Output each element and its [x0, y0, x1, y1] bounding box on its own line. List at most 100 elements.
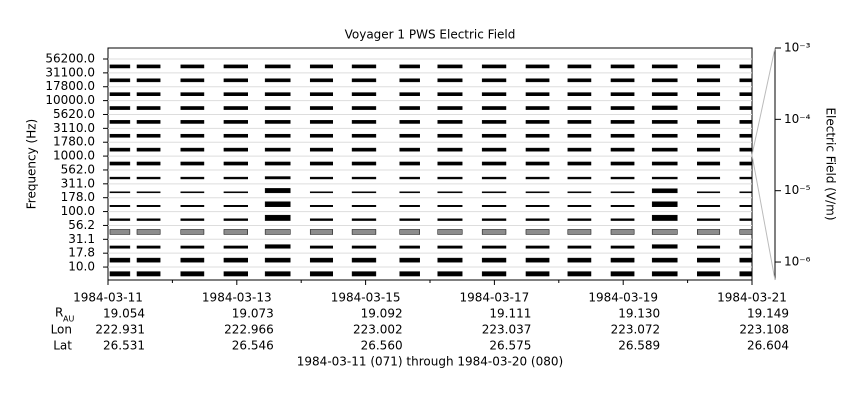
trace — [651, 64, 678, 69]
ephemeris-value: 26.604 — [747, 339, 789, 353]
trace — [610, 245, 635, 249]
ephemeris-label-sub: AU — [63, 315, 74, 324]
trace — [697, 205, 721, 207]
trace — [264, 92, 291, 96]
trace — [351, 64, 377, 69]
ephemeris-value: 223.002 — [353, 323, 403, 337]
trace — [399, 229, 420, 235]
trace — [525, 64, 550, 69]
trace — [223, 176, 248, 180]
trace — [264, 120, 291, 124]
trace — [264, 244, 291, 249]
trace — [399, 257, 420, 263]
trace — [109, 191, 131, 194]
trace — [697, 218, 721, 221]
trace — [481, 271, 507, 277]
trace — [136, 133, 161, 138]
ephemeris-value: 222.966 — [224, 323, 274, 337]
trace — [309, 257, 334, 263]
trace — [437, 92, 463, 96]
trace — [567, 191, 592, 194]
trace — [437, 205, 463, 207]
y2-tick-label: 10⁻³ — [784, 41, 811, 55]
trace — [610, 147, 635, 152]
trace — [109, 205, 131, 207]
trace — [136, 245, 161, 249]
trace — [610, 161, 635, 166]
trace — [180, 92, 205, 96]
ephemeris-value: 26.589 — [618, 339, 660, 353]
trace — [223, 64, 248, 69]
trace — [610, 229, 635, 235]
trace — [351, 106, 377, 110]
trace — [223, 92, 248, 96]
trace — [351, 92, 377, 96]
trace — [399, 271, 420, 277]
trace — [109, 78, 131, 83]
trace — [223, 271, 248, 277]
trace — [697, 245, 721, 249]
x-tick-label: 1984-03-15 — [331, 291, 401, 305]
x-tick-label: 1984-03-17 — [460, 291, 530, 305]
trace — [264, 271, 291, 277]
trace — [180, 161, 205, 166]
trace — [567, 120, 592, 124]
trace — [351, 120, 377, 124]
trace — [264, 64, 291, 69]
trace — [109, 133, 131, 138]
trace — [437, 257, 463, 263]
trace — [223, 205, 248, 207]
trace — [610, 106, 635, 110]
trace — [399, 120, 420, 124]
trace — [223, 78, 248, 83]
trace — [567, 257, 592, 263]
trace — [651, 271, 678, 277]
trace — [109, 120, 131, 124]
trace — [309, 271, 334, 277]
trace — [437, 78, 463, 83]
trace — [309, 78, 334, 83]
trace — [437, 120, 463, 124]
trace — [437, 133, 463, 138]
trace — [264, 133, 291, 138]
trace — [567, 176, 592, 180]
trace — [697, 191, 721, 194]
ephemeris-label: Lat — [53, 339, 72, 353]
trace — [567, 64, 592, 69]
trace — [697, 64, 721, 69]
trace — [651, 133, 678, 138]
ephemeris-label: Lon — [51, 323, 72, 337]
trace — [180, 229, 205, 235]
trace — [697, 271, 721, 277]
y-tick-label: 3110.0 — [53, 121, 95, 135]
trace — [180, 120, 205, 124]
ephemeris-value: 223.108 — [739, 323, 789, 337]
trace — [481, 245, 507, 249]
trace — [136, 218, 161, 221]
trace — [697, 176, 721, 180]
trace — [136, 205, 161, 207]
trace — [697, 229, 721, 235]
trace — [109, 92, 131, 96]
trace — [351, 271, 377, 277]
trace — [739, 120, 753, 124]
trace — [567, 218, 592, 221]
trace — [136, 64, 161, 69]
trace — [739, 106, 753, 110]
trace — [567, 245, 592, 249]
trace — [739, 218, 753, 221]
trace — [739, 271, 753, 277]
trace — [525, 120, 550, 124]
trace — [437, 147, 463, 152]
trace — [651, 78, 678, 83]
trace — [739, 191, 753, 194]
trace — [610, 120, 635, 124]
trace — [481, 161, 507, 166]
y-tick-label: 10000.0 — [45, 93, 95, 107]
trace — [223, 257, 248, 263]
trace — [399, 64, 420, 69]
trace — [697, 106, 721, 110]
trace — [697, 257, 721, 263]
trace — [567, 271, 592, 277]
